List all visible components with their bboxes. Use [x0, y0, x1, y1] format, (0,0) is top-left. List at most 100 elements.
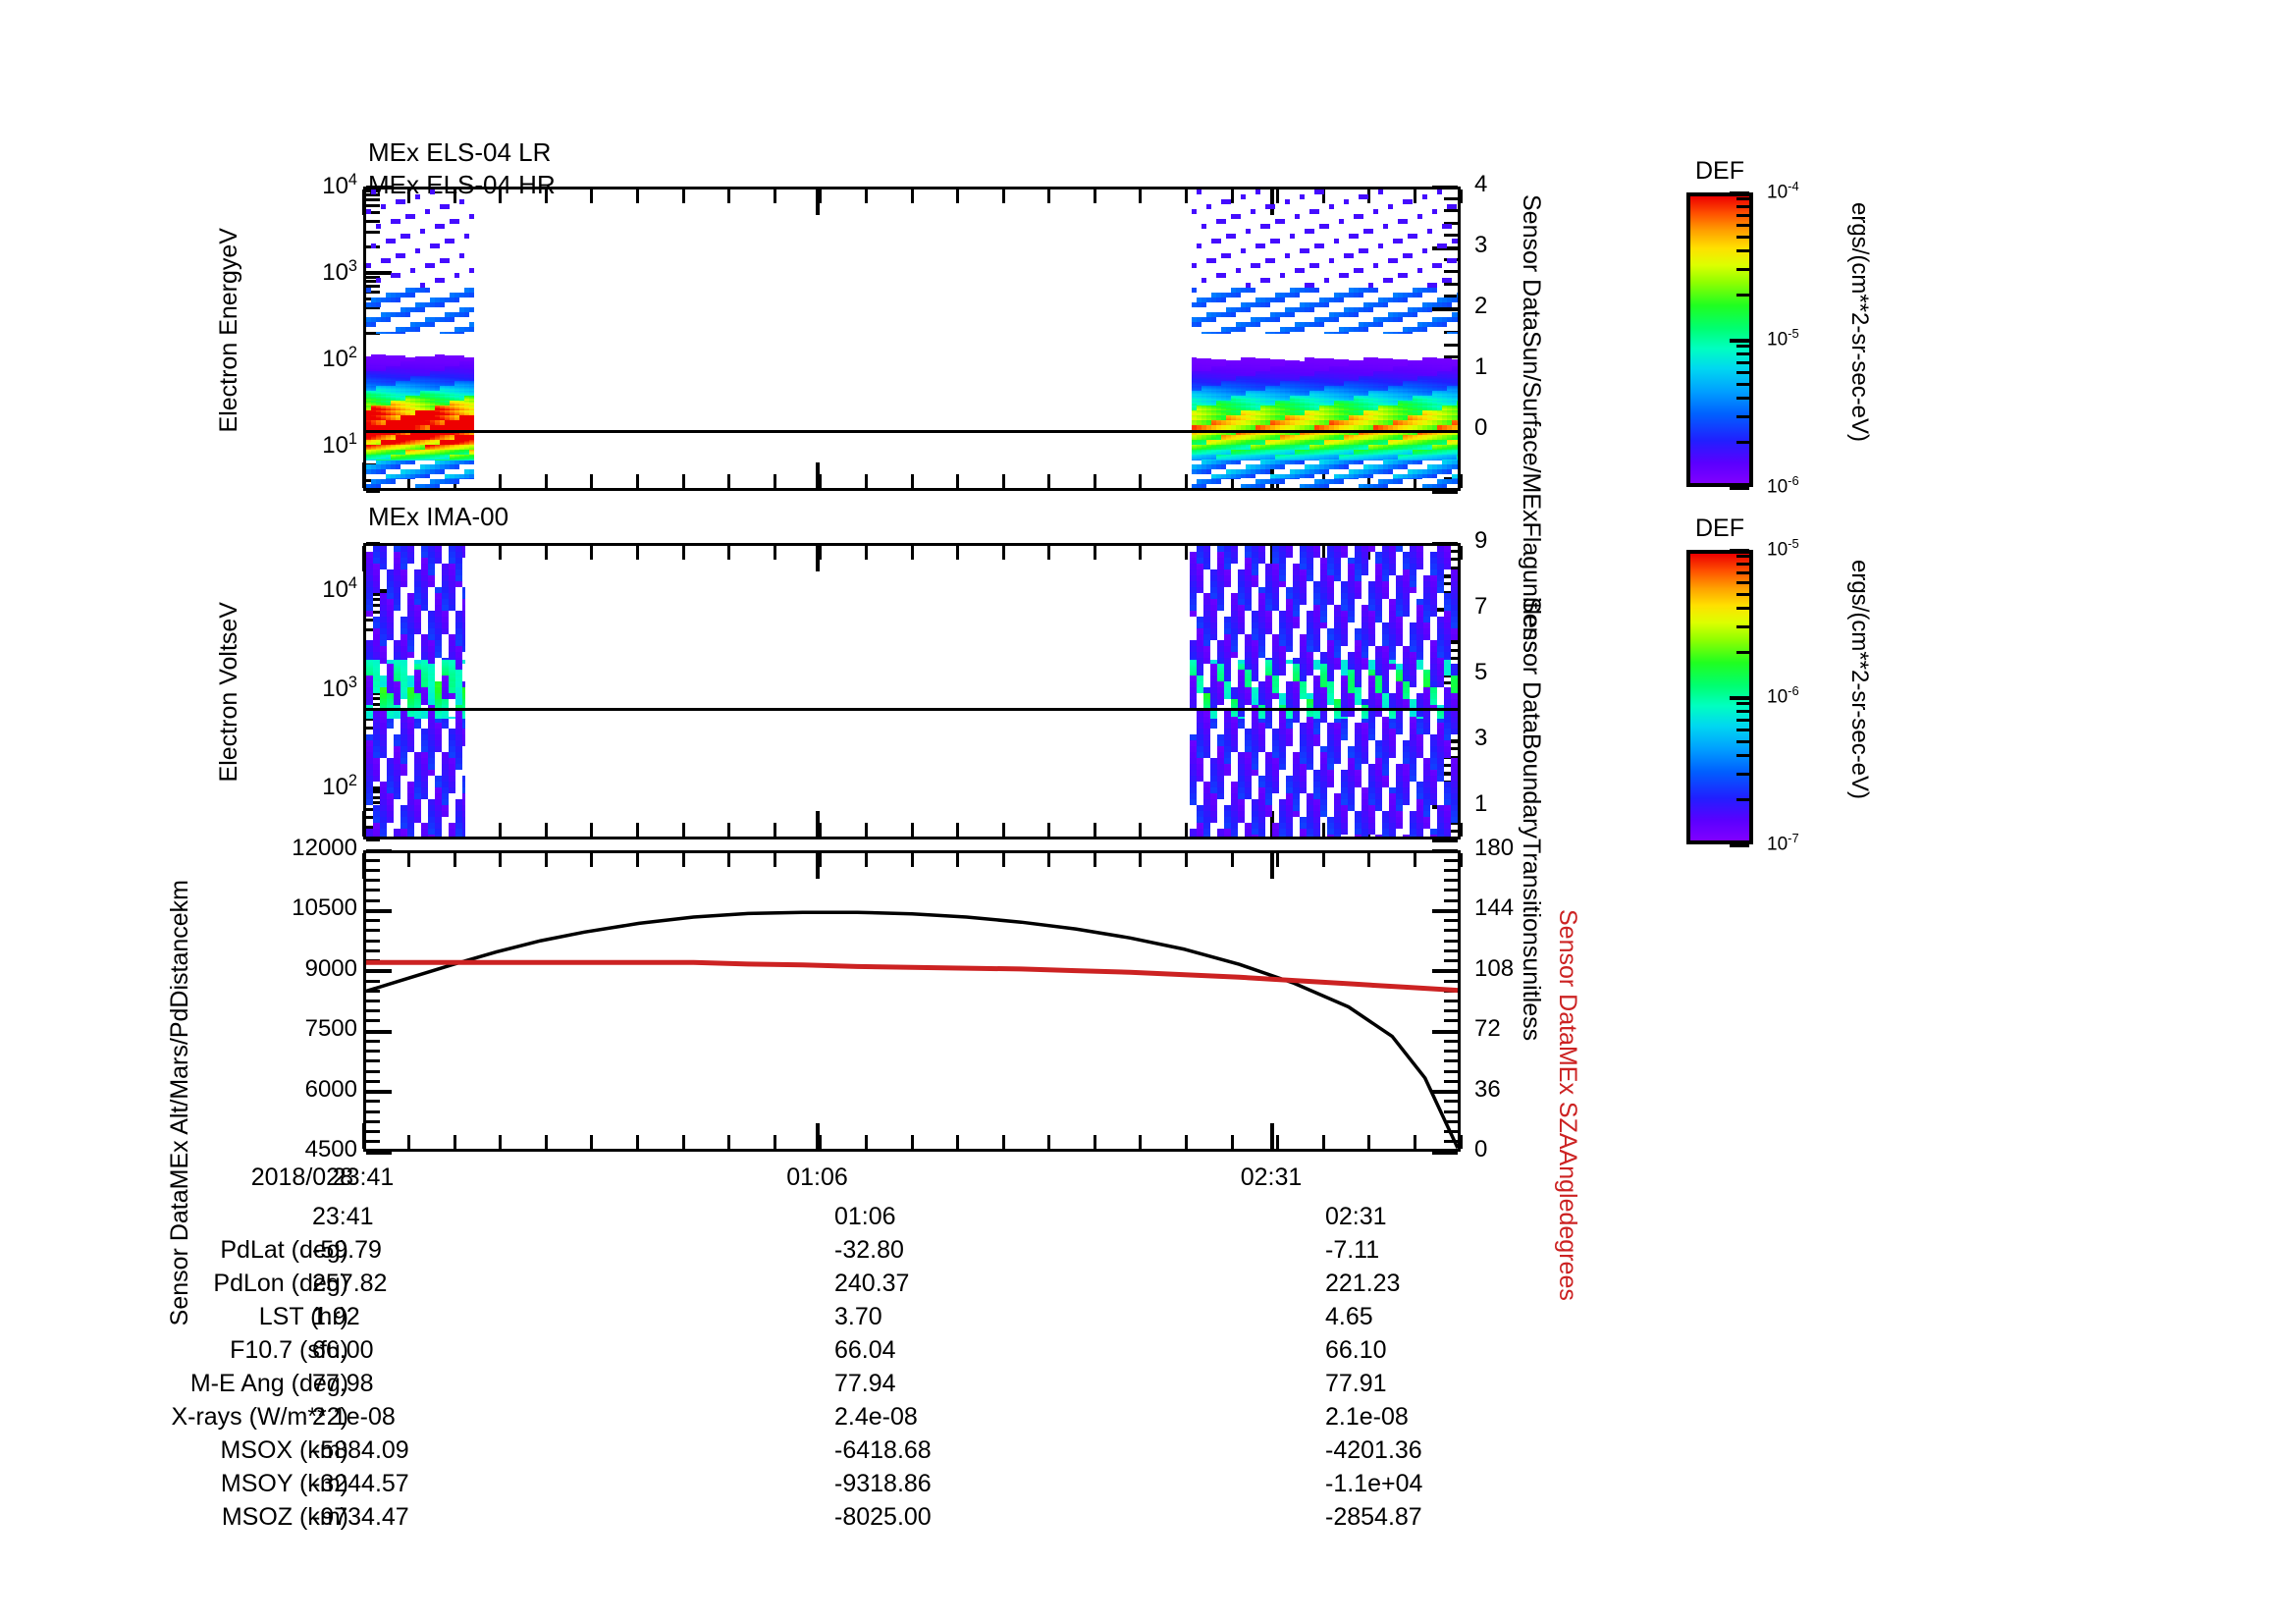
- orb-y-tick: [366, 1150, 392, 1155]
- els-flag-overplot-line: [366, 430, 1458, 433]
- orb-ry-tick: [1432, 1090, 1458, 1095]
- els-colorbar-units: ergs/(cm**2-sr-sec-eV): [1845, 202, 1873, 443]
- ima-ry-tick: [1432, 838, 1458, 842]
- table-cell: -8025.00: [834, 1503, 932, 1531]
- orb-ry-tick: [1444, 889, 1458, 893]
- ima-colorbar-tick: [1736, 702, 1749, 706]
- els-x-bot-tick: [1139, 474, 1143, 488]
- orb-y-tick: [366, 848, 392, 853]
- els-ry-tick: [1432, 489, 1458, 494]
- els-colorbar-tick: [1736, 360, 1749, 364]
- els-y-tick: [366, 489, 380, 493]
- table-cell: -4201.36: [1325, 1436, 1422, 1464]
- els-x-top-tick: [1047, 189, 1051, 203]
- table-cell: 01:06: [834, 1203, 896, 1230]
- orb-ry-tick: [1444, 898, 1458, 902]
- orb-x-top-tick: [544, 853, 548, 867]
- orb-x-bot-tick: [544, 1135, 548, 1149]
- orb-x-bot-tick: [590, 1135, 594, 1149]
- table-cell: -9734.47: [312, 1503, 409, 1531]
- els-y-axis-title: Electron EnergyeV: [215, 228, 242, 433]
- ima-x-bot-tick: [681, 823, 685, 837]
- orb-ry-tick: [1444, 1100, 1458, 1104]
- els-x-top-tick: [1001, 189, 1005, 203]
- els-colorbar-tick: [1736, 414, 1749, 418]
- els-x-bot-tick: [499, 474, 503, 488]
- orb-y-tick: [366, 1109, 380, 1113]
- table-row-label: MSOY (km): [220, 1470, 348, 1497]
- panel-title-els-0: MEx ELS-04 LR: [368, 137, 552, 167]
- orb-y-tick: [366, 879, 380, 883]
- ima-colorbar-tick: [1736, 718, 1749, 722]
- els-x-bot-tick: [1047, 474, 1051, 488]
- ima-x-bot-tick: [910, 823, 914, 837]
- ima-colorbar-units: ergs/(cm**2-sr-sec-eV): [1845, 560, 1873, 800]
- els-x-top-tick: [1459, 189, 1463, 203]
- els-colorbar-tick-label: 10-5: [1767, 326, 1799, 351]
- orb-x-bot-tick: [727, 1135, 731, 1149]
- table-row-label: LST (hr): [258, 1303, 348, 1330]
- ima-x-top-major-tick: [361, 546, 366, 571]
- orb-x-top-tick: [727, 853, 731, 867]
- orb-x-top-tick: [1001, 853, 1005, 867]
- table-cell: 221.23: [1325, 1270, 1401, 1297]
- els-colorbar-title: DEF: [1695, 157, 1744, 185]
- els-y-tick-label: 101: [322, 429, 357, 459]
- orb-y-tick: [366, 948, 380, 952]
- ima-y-tick-label: 104: [322, 574, 357, 604]
- els-x-bot-tick: [1459, 474, 1463, 488]
- orb-ry-tick: [1444, 1000, 1458, 1002]
- orb-y-tick: [366, 1119, 380, 1123]
- els-x-bot-tick: [544, 474, 548, 488]
- table-cell: -5884.09: [312, 1436, 409, 1464]
- els-colorbar-tick: [1736, 370, 1749, 374]
- orb-ry-tick: [1444, 929, 1458, 933]
- els-x-top-major-tick: [816, 189, 821, 215]
- ima-colorbar-tick: [1736, 710, 1749, 714]
- orb-x-bot-tick: [407, 1135, 411, 1149]
- table-cell: 240.37: [834, 1270, 910, 1297]
- table-row-label: PdLat (deg): [220, 1236, 348, 1264]
- x-axis-date: 2018/028: [250, 1163, 353, 1191]
- els-right-tick-label: 1: [1474, 353, 1488, 380]
- orb-x-top-major-tick: [1269, 853, 1274, 879]
- ima-colorbar-tick: [1736, 798, 1749, 802]
- ima-colorbar-tick: [1736, 563, 1749, 567]
- orb-y-tick: [366, 889, 380, 893]
- table-cell: 2.4e-08: [834, 1403, 918, 1431]
- els-colorbar-tick: [1736, 213, 1749, 217]
- ima-x-top-tick: [910, 546, 914, 560]
- orb-x-bot-tick: [681, 1135, 685, 1149]
- orb-x-bot-major-tick: [816, 1123, 821, 1149]
- orb-x-top-tick: [1321, 853, 1325, 867]
- ima-colorbar-tick-label: 10-5: [1767, 536, 1799, 561]
- orb-ry-tick: [1444, 948, 1458, 952]
- ima-x-bot-tick: [773, 823, 776, 837]
- ima-colorbar-tick: [1736, 772, 1749, 776]
- orb-y-tick: [366, 919, 380, 923]
- ima-right-tick-label: 3: [1474, 725, 1488, 752]
- els-x-top-tick: [864, 189, 868, 203]
- orb-y-tick: [366, 979, 380, 983]
- ima-right-tick-label: 5: [1474, 659, 1488, 686]
- table-cell: 77.98: [312, 1370, 374, 1397]
- orb-x-top-tick: [1413, 853, 1416, 867]
- x-axis-tick-label: 23:41: [332, 1163, 395, 1191]
- orb-y-tick: [366, 868, 380, 872]
- orb-right-tick-label: 180: [1474, 835, 1515, 861]
- els-colorbar-tick: [1736, 441, 1749, 445]
- orb-ry-tick: [1444, 1069, 1458, 1073]
- ima-colorbar-tick: [1736, 624, 1749, 628]
- ima-x-bot-tick: [1139, 823, 1143, 837]
- ima-x-top-tick: [544, 546, 548, 560]
- orb-x-top-tick: [1139, 853, 1143, 867]
- table-cell: -9318.86: [834, 1470, 932, 1497]
- els-x-bot-tick: [956, 474, 960, 488]
- orb-x-bot-tick: [864, 1135, 868, 1149]
- els-x-bot-tick: [864, 474, 868, 488]
- table-cell: 02:31: [1325, 1203, 1387, 1230]
- table-cell: -32.80: [834, 1236, 904, 1264]
- els-colorbar-tick: [1736, 397, 1749, 401]
- ima-colorbar-tick: [1736, 728, 1749, 731]
- table-cell: 257.82: [312, 1270, 388, 1297]
